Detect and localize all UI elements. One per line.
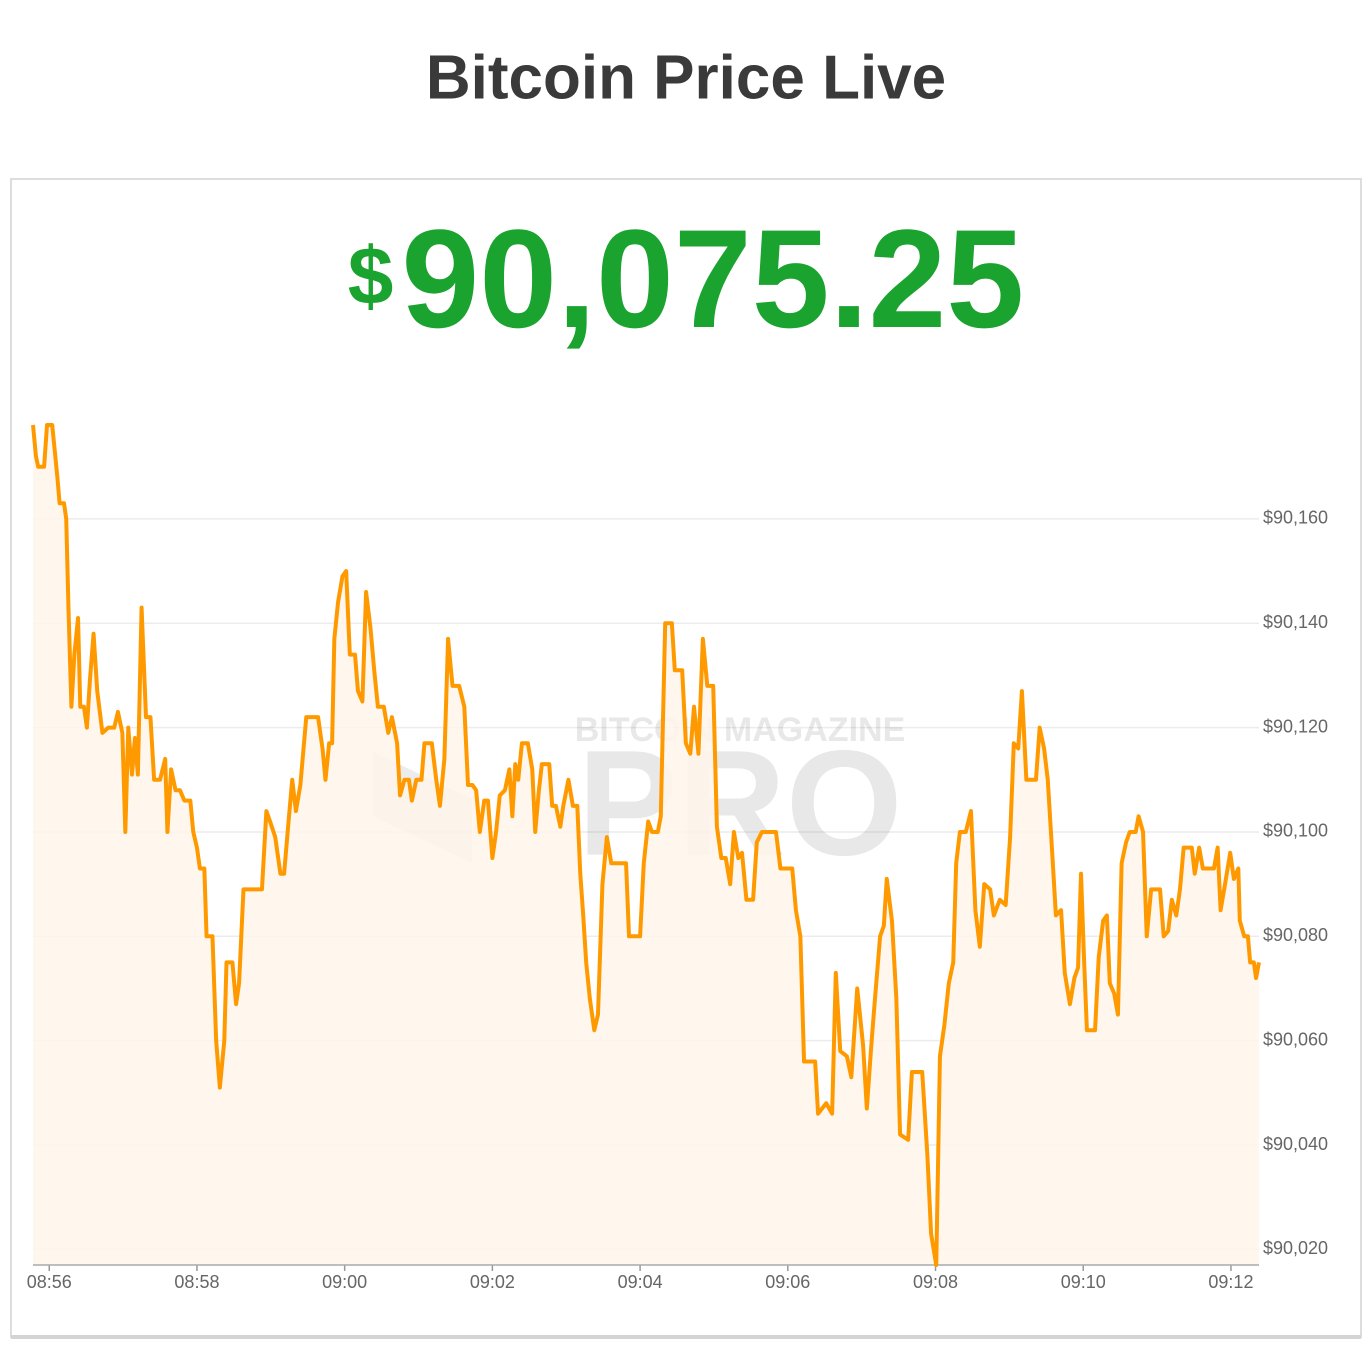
x-tick-label: 09:10 [1061,1272,1106,1292]
y-tick-label: $90,120 [1263,716,1328,736]
x-tick-label: 08:56 [27,1272,72,1292]
y-tick-label: $90,020 [1263,1238,1328,1258]
x-tick-label: 09:02 [470,1272,515,1292]
x-tick-label: 09:12 [1208,1272,1253,1292]
price-amount: 90,075.25 [401,200,1024,357]
watermark-top: BITCOIN MAGAZINE [575,711,906,749]
y-tick-label: $90,100 [1263,821,1328,841]
x-tick-label: 08:58 [174,1272,219,1292]
price-line [31,423,1261,1267]
page-title: Bitcoin Price Live [426,43,946,112]
y-tick-label: $90,160 [1263,508,1328,528]
x-tick-label: 09:04 [618,1272,663,1292]
x-tick-label: 09:06 [765,1272,810,1292]
y-tick-label: $90,060 [1263,1029,1328,1049]
y-tick-label: $90,140 [1263,612,1328,632]
price: $90,075.25 [348,200,1024,357]
x-tick-label: 09:00 [322,1272,367,1292]
y-tick-label: $90,080 [1263,925,1328,945]
y-tick-label: $90,040 [1263,1134,1328,1154]
plot: $90,020 $90,040 $90,060 $90,080 $90,100 $90,1… [27,423,1328,1292]
price-currency: $ [348,231,394,322]
x-tick-label: 09:08 [913,1272,958,1292]
